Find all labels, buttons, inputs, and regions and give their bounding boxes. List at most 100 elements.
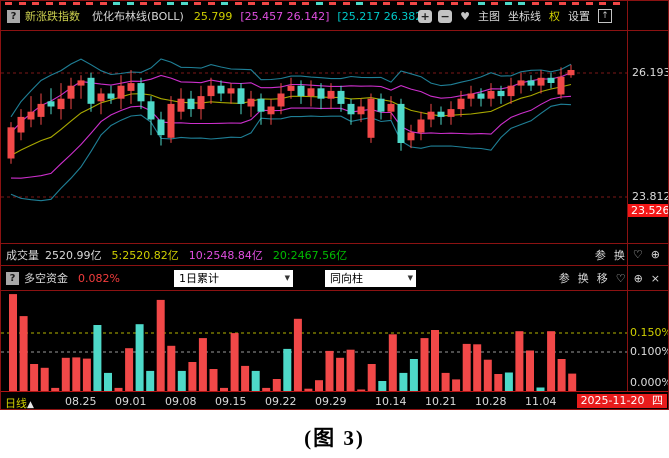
fund-bar: [230, 333, 239, 391]
cropped-bar-mark: [545, 2, 552, 5]
expand-icon[interactable]: ↑: [598, 9, 612, 23]
favorite-outline-heart-icon[interactable]: ♡: [615, 271, 626, 285]
weekday: 四: [652, 394, 663, 407]
fund-bar: [483, 359, 492, 391]
candle-body: [327, 90, 335, 99]
cropped-bar-mark: [18, 2, 26, 5]
favorite-outline-heart-icon[interactable]: ♡: [632, 248, 643, 261]
fund-bar: [198, 338, 207, 391]
param-button[interactable]: 参: [558, 272, 570, 285]
axis-divider-line: [627, 1, 628, 391]
fund-toolbar: 参 换 移 ♡ ⊕ ×: [551, 268, 660, 288]
fund-bar: [40, 367, 49, 391]
cropped-bar-mark: [477, 2, 485, 5]
magnifier-icon[interactable]: ⊕: [650, 248, 660, 261]
candle-body: [257, 98, 265, 112]
cropped-bar-mark: [369, 2, 377, 5]
candle-body: [87, 77, 95, 104]
param-button[interactable]: 参: [594, 248, 606, 262]
cropped-bar-mark: [585, 2, 593, 5]
boll-inner-band-values: [25.457 26.142]: [240, 9, 330, 23]
candle-body: [187, 98, 195, 110]
boll-outer-upper-line: [10, 58, 572, 118]
date-label: 09.22: [265, 395, 297, 408]
main-chart-svg[interactable]: [1, 31, 668, 243]
top-strip-marks: [1, 2, 621, 5]
fund-bar: [504, 372, 513, 391]
date-label: 09.01: [115, 395, 147, 408]
fund-bar: [409, 359, 418, 391]
candle-body: [97, 93, 105, 102]
switch-button[interactable]: 换: [577, 272, 589, 285]
cropped-bar-mark: [221, 2, 228, 5]
candle-body: [527, 80, 535, 86]
settings-button[interactable]: 设置: [568, 10, 590, 23]
fund-bar: [82, 358, 91, 391]
cropped-bar-mark: [234, 2, 242, 5]
cropped-bar-mark: [437, 2, 444, 5]
fund-bar: [473, 344, 482, 391]
candle-body: [457, 98, 465, 110]
move-button[interactable]: 移: [596, 272, 608, 285]
candle-body: [497, 90, 505, 97]
candle-body: [77, 80, 85, 86]
help-icon[interactable]: ?: [6, 271, 19, 285]
volume-ma5: 5:2520.82亿: [111, 248, 179, 262]
date-label: 10.28: [475, 395, 507, 408]
cropped-bar-mark: [342, 2, 350, 5]
zoom-in-button[interactable]: +: [418, 9, 433, 23]
switch-button[interactable]: 换: [613, 248, 625, 262]
cropped-bar-mark: [194, 2, 201, 5]
coordinate-menu[interactable]: 坐标线: [508, 10, 541, 23]
cropped-bar-mark: [126, 2, 134, 5]
volume-label: 成交量: [6, 248, 39, 262]
fund-bar: [494, 374, 503, 391]
close-icon[interactable]: ×: [650, 271, 660, 285]
cropped-bar-mark: [248, 2, 255, 5]
main-chart-menu[interactable]: 主图: [478, 10, 500, 23]
fund-bar: [336, 357, 345, 391]
candle-body: [237, 88, 245, 104]
period-dropdown-value: 1日累计: [178, 271, 219, 285]
fund-bar: [30, 364, 39, 391]
candle-body: [447, 109, 455, 117]
separator-line: [1, 265, 668, 266]
favorite-heart-icon[interactable]: ♥: [460, 9, 470, 23]
candle-body: [557, 76, 565, 95]
date-label: 10.14: [375, 395, 407, 408]
cropped-bar-mark: [383, 2, 390, 5]
fund-zero-label: 0.000%: [630, 376, 669, 389]
rights-adjust-button[interactable]: 权: [549, 10, 560, 23]
volume-total: 2520.99亿: [45, 248, 102, 262]
fund-bar: [241, 365, 250, 391]
period-label: 日线: [5, 397, 27, 410]
cropped-bar-mark: [59, 2, 66, 5]
candle-body: [537, 77, 545, 86]
period-dropdown[interactable]: 1日累计 ▼: [173, 269, 293, 287]
fund-bar: [452, 379, 461, 391]
fund-bar: [51, 387, 60, 391]
fund-bars-svg[interactable]: [1, 291, 668, 391]
boll-outer-band-values: [25.217 26.382]: [337, 9, 427, 23]
cropped-bar-mark: [180, 2, 188, 5]
fund-bar: [177, 370, 186, 391]
candle-body: [37, 103, 45, 117]
magnifier-icon[interactable]: ⊕: [633, 271, 643, 285]
candle-body: [487, 90, 495, 99]
style-dropdown[interactable]: 同向柱 ▼: [324, 269, 416, 287]
fund-bar: [315, 380, 323, 391]
fund-bar: [526, 350, 534, 391]
cropped-bar-mark: [288, 2, 296, 5]
period-selector[interactable]: 日线▲: [5, 395, 34, 410]
candle-body: [277, 93, 285, 107]
indicator-name[interactable]: 优化布林线(BOLL): [92, 10, 184, 23]
zoom-out-button[interactable]: −: [438, 9, 453, 23]
date-label: 10.21: [425, 395, 457, 408]
current-date: 2025-11-20: [580, 394, 645, 407]
cropped-bar-mark: [275, 2, 282, 5]
help-icon[interactable]: ?: [7, 9, 20, 23]
fund-bar: [431, 330, 439, 391]
fund-bar: [378, 381, 387, 391]
candle-body: [317, 88, 325, 99]
candle-body: [287, 85, 295, 91]
